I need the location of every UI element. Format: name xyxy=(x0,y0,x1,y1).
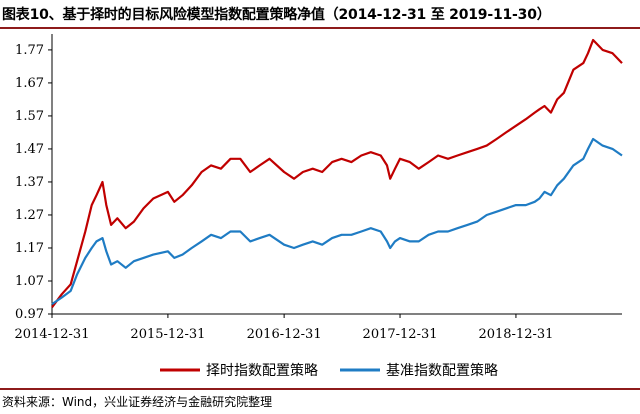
series-line-benchmark-strategy xyxy=(51,137,623,306)
title-rule xyxy=(0,27,640,29)
legend: 择时指数配置策略 基准指数配置策略 xyxy=(160,362,498,379)
y-tick-label: 1.77 xyxy=(15,43,44,58)
legend-label-benchmark-strategy: 基准指数配置策略 xyxy=(386,362,498,379)
y-tick-label: 1.17 xyxy=(15,241,44,256)
y-tick-label: 1.57 xyxy=(15,109,44,124)
x-tick-label: 2017-12-31 xyxy=(363,327,438,342)
x-tick-label: 2016-12-31 xyxy=(247,327,322,342)
source-note: 资料来源：Wind，兴业证券经济与金融研究院整理 xyxy=(2,395,273,409)
y-tick-label: 0.97 xyxy=(15,307,44,322)
y-tick-label: 1.67 xyxy=(15,76,44,91)
source-rule xyxy=(0,388,640,390)
x-tick-label: 2014-12-31 xyxy=(15,327,90,342)
axes: 0.97 1.07 1.17 1.27 1.37 1.47 1.57 1.67 1.77 2014… xyxy=(15,34,622,342)
y-tick-label: 1.47 xyxy=(15,142,44,157)
chart-title: 图表10、基于择时的目标风险模型指数配置策略净值（2014-12-31 至 20… xyxy=(2,7,551,23)
series-lines xyxy=(51,38,623,309)
x-tick-label: 2018-12-31 xyxy=(478,327,553,342)
legend-label-timing-strategy: 择时指数配置策略 xyxy=(206,362,318,379)
y-tick-label: 1.07 xyxy=(15,274,44,289)
series-line-timing-strategy xyxy=(51,38,623,309)
y-tick-label: 1.37 xyxy=(15,175,44,190)
y-tick-label: 1.27 xyxy=(15,208,44,223)
x-tick-label: 2015-12-31 xyxy=(130,327,205,342)
